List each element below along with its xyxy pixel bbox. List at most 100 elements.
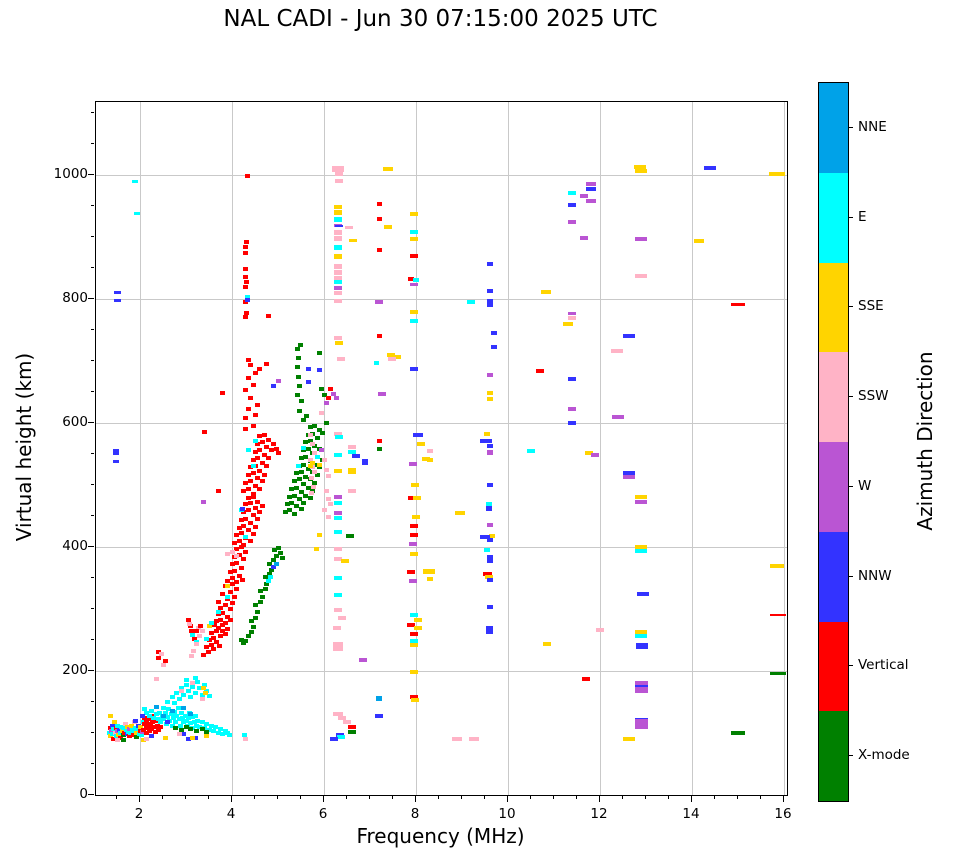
data-point (263, 362, 269, 367)
data-point (153, 704, 159, 709)
data-point (335, 341, 344, 346)
data-point (241, 557, 247, 562)
data-point (224, 578, 230, 583)
x-major-tick (415, 796, 417, 802)
data-point (191, 636, 197, 641)
y-minor-tick (91, 484, 94, 486)
y-minor-tick (91, 732, 94, 733)
data-point (246, 496, 252, 501)
data-point (244, 295, 250, 300)
data-point (227, 590, 233, 595)
data-point (635, 495, 648, 500)
data-point (422, 457, 431, 462)
data-point (151, 715, 157, 720)
data-point (305, 485, 311, 490)
data-point (340, 558, 349, 563)
colorbar-segment-nne (819, 83, 848, 173)
data-point (190, 735, 196, 740)
data-point (275, 378, 281, 383)
data-point (622, 334, 635, 339)
data-point (178, 727, 184, 732)
colorbar-label-vertical: Vertical (858, 657, 909, 674)
data-point (134, 734, 140, 739)
y-major-tick (88, 670, 94, 672)
data-point (176, 717, 182, 722)
data-point (333, 253, 342, 259)
data-point (562, 321, 573, 326)
data-point (315, 473, 321, 478)
data-point (246, 448, 252, 453)
data-point (223, 602, 229, 607)
data-point (452, 736, 463, 741)
data-point (138, 724, 144, 729)
data-point (485, 501, 492, 506)
data-point (227, 732, 233, 737)
data-point (107, 714, 113, 719)
data-point (568, 315, 577, 320)
data-point (115, 723, 121, 728)
data-point (215, 731, 221, 735)
x-minor-tick (553, 796, 554, 799)
data-point (305, 380, 311, 385)
data-point (227, 569, 233, 574)
data-point (298, 489, 304, 494)
data-point (211, 635, 217, 640)
data-point (347, 470, 356, 475)
data-point (409, 695, 418, 700)
data-point (262, 586, 268, 591)
data-point (310, 431, 316, 436)
data-point (280, 555, 286, 560)
data-point (255, 516, 261, 521)
y-axis-label: Virtual height (km) (12, 352, 36, 542)
data-point (307, 433, 313, 438)
data-point (146, 729, 152, 734)
data-point (166, 707, 172, 712)
data-point (152, 729, 158, 734)
data-point (203, 645, 209, 650)
data-point (252, 413, 258, 418)
data-point (234, 533, 240, 538)
data-point (635, 273, 648, 278)
data-point (305, 446, 311, 451)
data-point (197, 633, 203, 638)
data-point (377, 391, 386, 396)
data-point (284, 502, 290, 507)
x-gridline (691, 102, 693, 795)
data-point (153, 677, 159, 682)
data-point (267, 572, 273, 577)
data-point (413, 432, 424, 437)
colorbar-tick (849, 126, 853, 128)
x-minor-tick (645, 796, 646, 799)
colorbar-label-sse: SSE (858, 298, 884, 315)
data-point (259, 440, 265, 445)
data-point (269, 567, 275, 572)
data-point (409, 318, 418, 323)
data-point (174, 690, 180, 695)
data-point (108, 734, 114, 739)
data-point (316, 368, 322, 373)
data-point (611, 348, 624, 353)
data-point (264, 463, 270, 468)
data-point (204, 729, 210, 734)
data-point (303, 493, 309, 498)
colorbar-tick (849, 396, 853, 398)
data-point (486, 554, 493, 563)
data-point (352, 453, 361, 458)
data-point (173, 719, 179, 724)
data-point (190, 649, 196, 654)
data-point (257, 468, 263, 473)
data-point (310, 461, 316, 466)
data-point (770, 563, 785, 568)
colorbar-tick (849, 665, 853, 667)
x-tick-label: 16 (774, 806, 792, 822)
data-point (338, 615, 347, 620)
data-point (211, 729, 217, 734)
data-point (243, 516, 249, 521)
data-point (540, 289, 551, 294)
data-point (252, 506, 258, 510)
data-point (132, 718, 138, 723)
data-point (307, 439, 313, 444)
data-point (243, 300, 249, 305)
data-point (308, 491, 314, 496)
data-point (224, 552, 230, 557)
